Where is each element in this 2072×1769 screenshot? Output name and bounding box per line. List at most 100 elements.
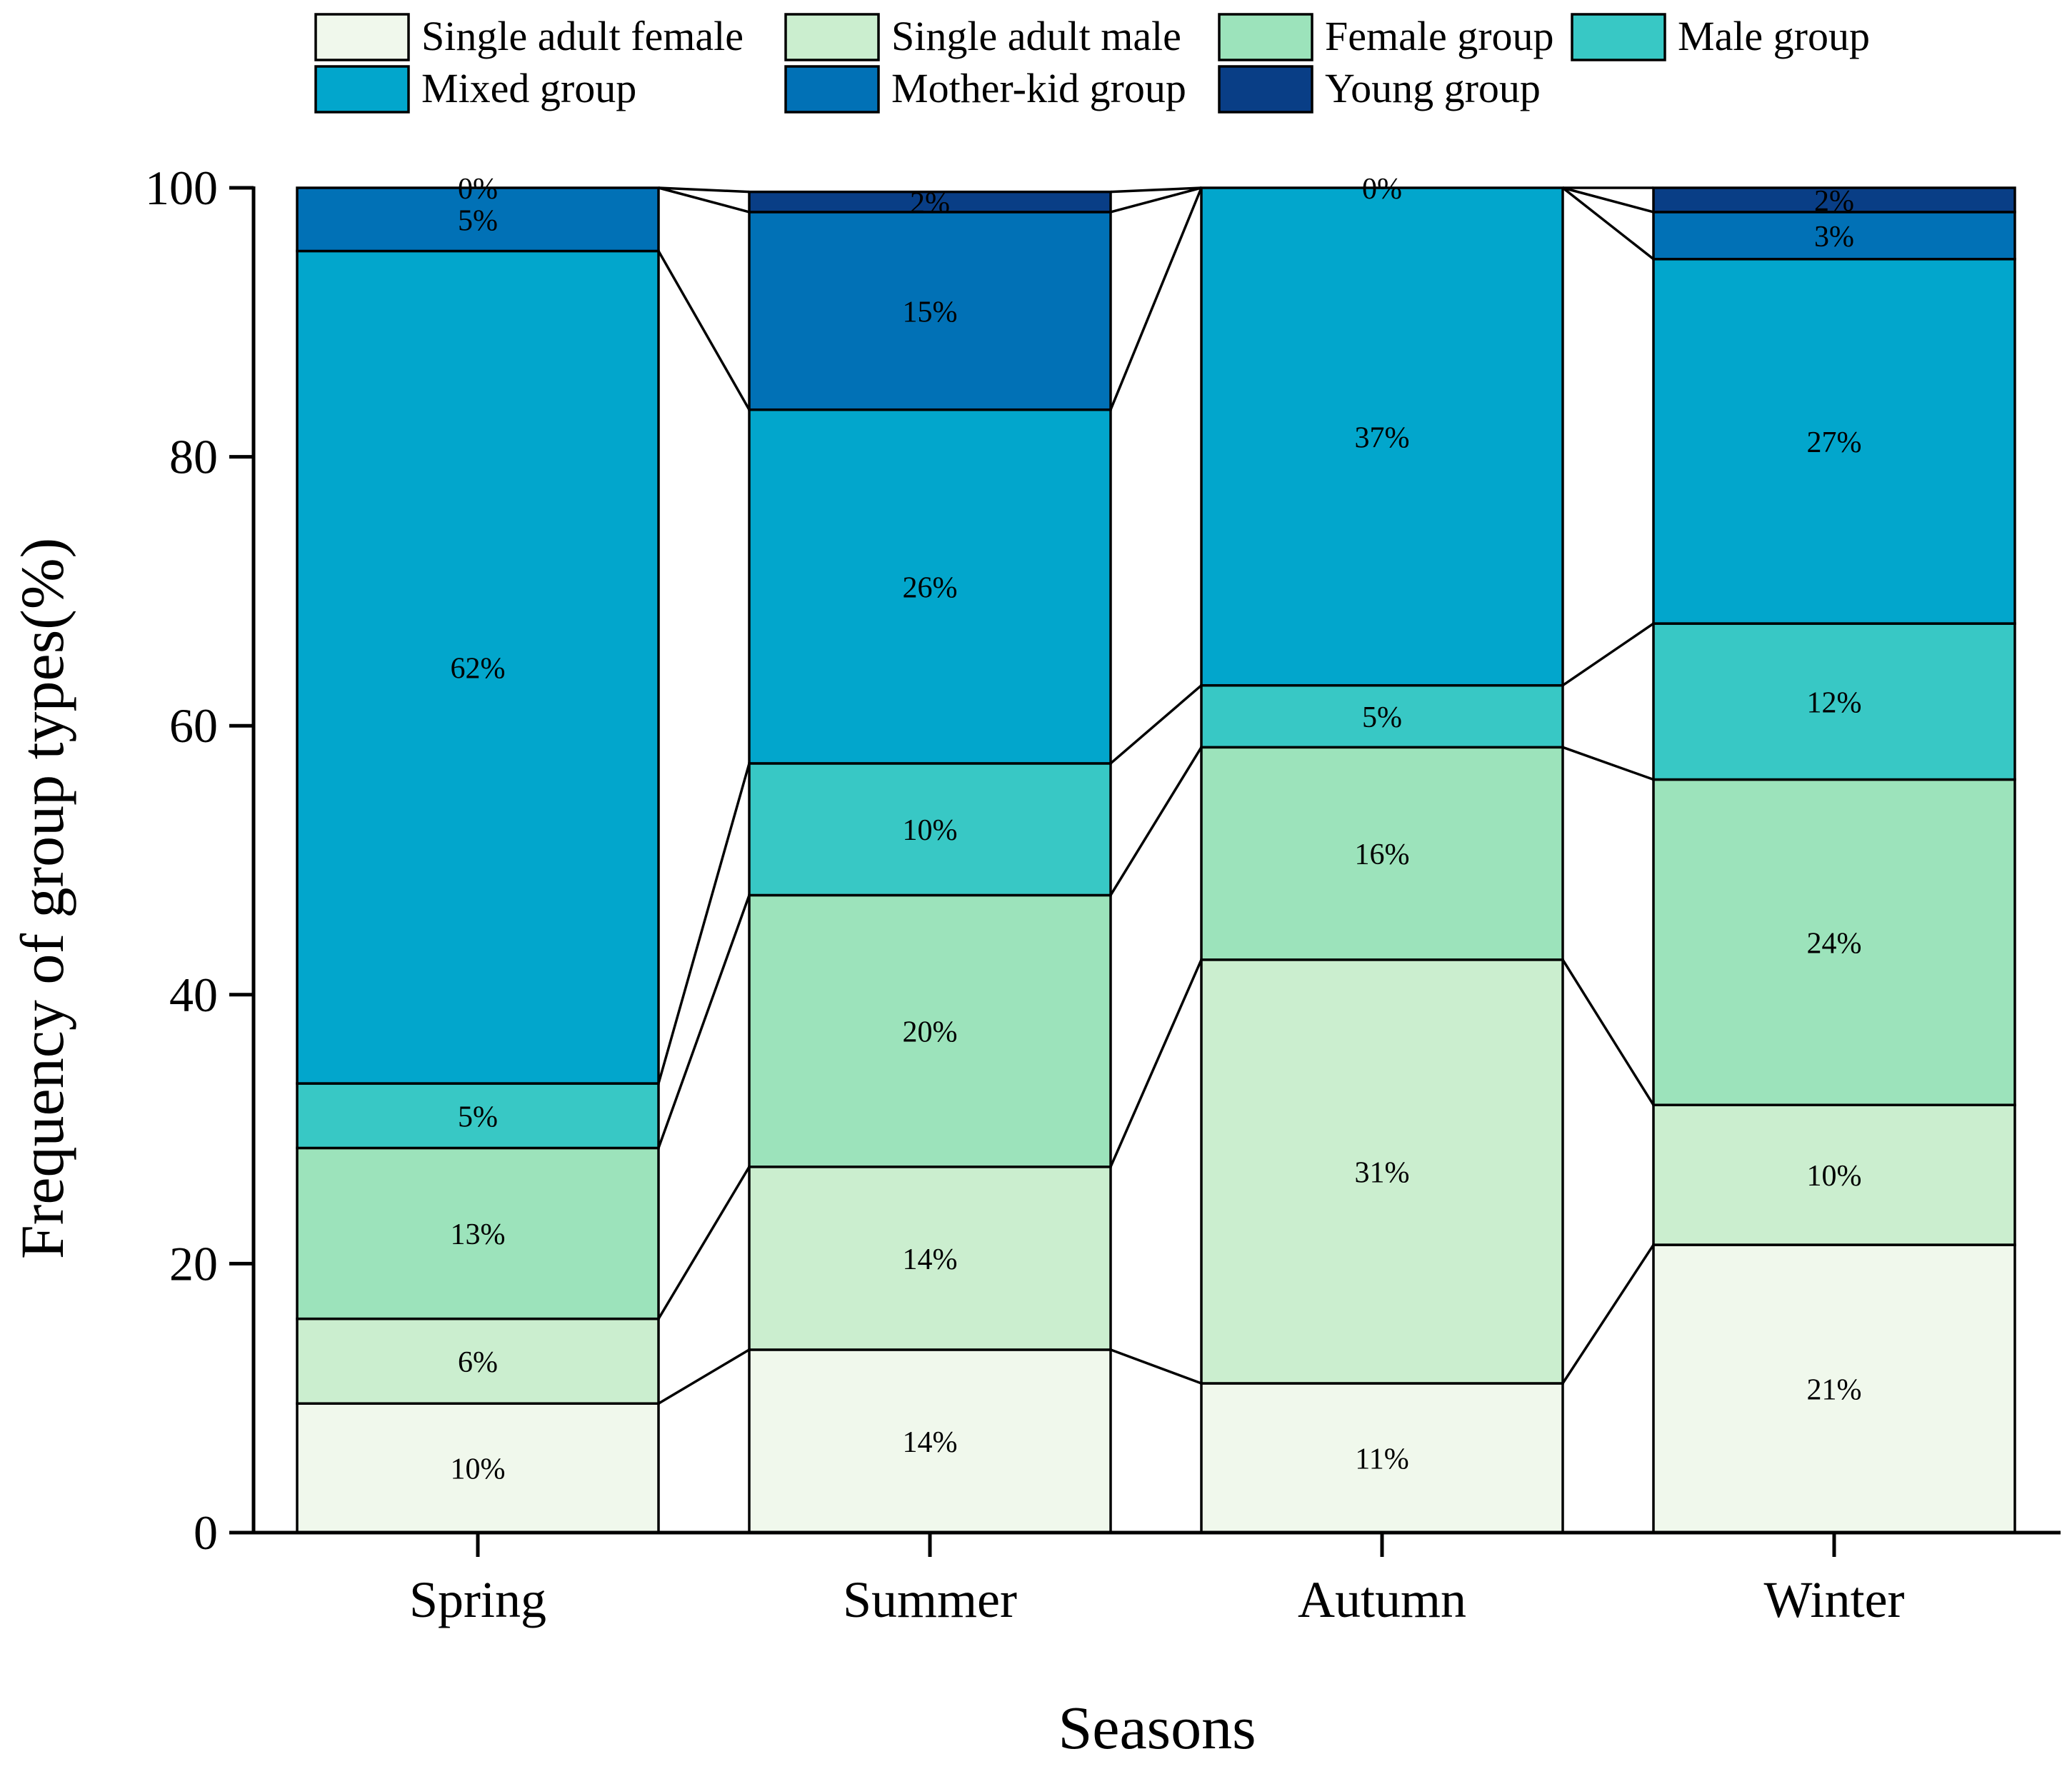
- bar-summer-female-group: [748, 893, 1112, 1168]
- bar-summer-male-group: [748, 762, 1112, 897]
- bar-winter-mixed-group: [1652, 258, 2016, 625]
- data-label-spring-young-group: 0%: [458, 173, 498, 206]
- connector-summer-autumn-young-group: [1110, 186, 1202, 194]
- data-label-spring-single-adult-female: 10%: [451, 1453, 506, 1486]
- connector-spring-summer-mother-kid-group: [658, 186, 750, 214]
- bar-summer-mother-kid-group: [748, 211, 1112, 411]
- bar-spring-single-adult-female: [296, 1402, 660, 1534]
- connector-summer-autumn-male-group: [1109, 684, 1203, 765]
- bar-winter-female-group: [1652, 778, 2016, 1106]
- bar-winter-single-adult-male: [1652, 1103, 2016, 1246]
- data-label-autumn-male-group: 5%: [1362, 701, 1402, 734]
- x-tick-label-winter: Winter: [1763, 1571, 1904, 1628]
- data-label-spring-female-group: 13%: [451, 1218, 506, 1251]
- legend-swatch-young-group: [1218, 65, 1313, 114]
- legend-label-single-adult-female: Single adult female: [421, 13, 744, 59]
- connector-summer-autumn-mother-kid-group: [1110, 186, 1202, 214]
- data-label-winter-mixed-group: 27%: [1807, 426, 1862, 459]
- connector-autumn-winter-mixed-group: [1561, 186, 1655, 261]
- data-label-spring-single-adult-male: 6%: [458, 1346, 498, 1379]
- connector-spring-summer-young-group: [658, 186, 750, 194]
- connector-spring-summer-male-group: [657, 763, 751, 1084]
- data-label-winter-single-adult-female: 21%: [1807, 1374, 1862, 1407]
- connector-spring-summer-single-adult-female: [658, 1348, 750, 1405]
- connector-summer-autumn-female-group: [1109, 746, 1203, 896]
- bar-summer-young-group: [748, 190, 1112, 214]
- data-label-spring-mother-kid-group: 5%: [458, 204, 498, 237]
- legend-label-single-adult-male: Single adult male: [891, 13, 1181, 59]
- x-axis-title: Seasons: [1058, 1693, 1256, 1762]
- data-label-summer-mother-kid-group: 15%: [903, 296, 958, 329]
- y-tick-label-80: 80: [169, 430, 218, 484]
- bar-summer-single-adult-female: [748, 1348, 1112, 1534]
- data-label-winter-male-group: 12%: [1807, 686, 1862, 719]
- data-label-winter-single-adult-male: 10%: [1807, 1160, 1862, 1193]
- bar-spring-mixed-group: [296, 249, 660, 1085]
- y-tick-label-100: 100: [145, 161, 218, 215]
- data-label-autumn-young-group: 0%: [1362, 173, 1402, 206]
- bar-summer-mixed-group: [748, 408, 1112, 765]
- data-label-summer-mixed-group: 26%: [903, 571, 958, 604]
- x-tick-label-autumn: Autumn: [1298, 1571, 1466, 1628]
- data-label-summer-male-group: 10%: [903, 814, 958, 847]
- bar-spring-mother-kid-group: [296, 186, 660, 253]
- y-axis-title: Frequency of group types(%): [8, 538, 76, 1259]
- data-label-winter-female-group: 24%: [1807, 927, 1862, 960]
- data-label-autumn-mixed-group: 37%: [1355, 421, 1410, 454]
- bar-autumn-single-adult-female: [1200, 1382, 1564, 1534]
- connector-summer-autumn-single-adult-female: [1110, 1348, 1202, 1385]
- connector-summer-autumn-single-adult-male: [1109, 959, 1203, 1168]
- bar-spring-single-adult-male: [296, 1317, 660, 1405]
- x-ticks: Spring Summer Autumn Winter: [409, 1533, 1905, 1628]
- data-label-summer-single-adult-female: 14%: [903, 1426, 958, 1459]
- bar-winter-male-group: [1652, 622, 2016, 781]
- connector-summer-autumn-mixed-group: [1109, 187, 1203, 411]
- data-label-spring-male-group: 5%: [458, 1101, 498, 1133]
- bar-winter-young-group: [1652, 186, 2016, 214]
- legend-swatch-mother-kid-group: [784, 65, 880, 114]
- legend-swatch-male-group: [1571, 13, 1666, 61]
- connector-autumn-winter-single-adult-male: [1561, 958, 1655, 1106]
- legend-label-mixed-group: Mixed group: [421, 65, 636, 111]
- data-label-summer-single-adult-male: 14%: [903, 1243, 958, 1276]
- bar-winter-mother-kid-group: [1652, 211, 2016, 261]
- legend-label-mother-kid-group: Mother-kid group: [891, 65, 1186, 111]
- legend-swatch-female-group: [1218, 13, 1313, 61]
- bars: [296, 186, 2016, 1534]
- y-tick-label-0: 0: [194, 1505, 218, 1560]
- legend-swatch-single-adult-female: [314, 13, 410, 61]
- connector-autumn-winter-mother-kid-group: [1562, 186, 1654, 214]
- connector-autumn-winter-female-group: [1562, 746, 1654, 781]
- y-ticks: 0 20 40 60 80 100: [145, 161, 254, 1560]
- connector-lines: [657, 186, 1655, 1405]
- legend-swatch-mixed-group: [314, 65, 410, 114]
- legend-label-female-group: Female group: [1325, 13, 1554, 59]
- connector-autumn-winter-male-group: [1562, 622, 1654, 687]
- bar-autumn-mixed-group: [1200, 186, 1564, 687]
- legend-label-male-group: Male group: [1678, 13, 1870, 59]
- connector-spring-summer-single-adult-male: [657, 1166, 751, 1320]
- y-tick-label-40: 40: [169, 968, 218, 1022]
- data-label-autumn-single-adult-male: 31%: [1355, 1156, 1410, 1189]
- segment-labels: 10%6%13%5%62%5%0%14%14%20%10%26%15%2%11%…: [451, 173, 1862, 1486]
- data-label-summer-young-group: 2%: [910, 187, 950, 220]
- data-label-autumn-single-adult-female: 11%: [1355, 1443, 1408, 1475]
- connector-spring-summer-female-group: [657, 894, 751, 1149]
- axes: 0 20 40 60 80 100 Spring Summer Autumn Winter: [145, 161, 2061, 1628]
- x-tick-label-spring: Spring: [409, 1571, 546, 1628]
- bar-autumn-female-group: [1200, 746, 1564, 961]
- data-label-summer-female-group: 20%: [903, 1016, 958, 1049]
- x-tick-label-summer: Summer: [843, 1571, 1017, 1628]
- data-label-winter-young-group: 2%: [1814, 185, 1854, 218]
- bar-autumn-male-group: [1200, 683, 1564, 749]
- data-label-spring-mixed-group: 62%: [451, 652, 506, 685]
- y-tick-label-20: 20: [169, 1236, 218, 1291]
- bar-summer-single-adult-male: [748, 1166, 1112, 1351]
- legend-swatch-single-adult-male: [784, 13, 880, 61]
- legend-label-young-group: Young group: [1325, 65, 1541, 111]
- connector-spring-summer-mixed-group: [657, 250, 751, 411]
- data-label-autumn-female-group: 16%: [1355, 838, 1410, 871]
- bar-autumn-single-adult-male: [1200, 958, 1564, 1385]
